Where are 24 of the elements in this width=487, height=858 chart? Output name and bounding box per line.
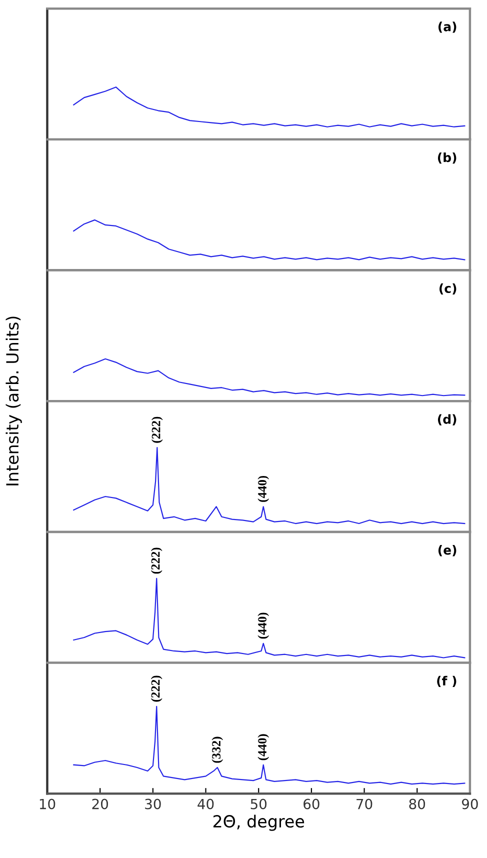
x-axis-title: 2Θ, degree <box>213 814 304 831</box>
chart-title: (d) <box>438 414 456 426</box>
annotation: (222) <box>150 676 162 702</box>
annotation: (222) <box>151 416 163 443</box>
chart-title: (b) <box>438 152 456 164</box>
x-tick-label: 30 <box>145 798 161 810</box>
annotation: (440) <box>258 476 270 502</box>
x-tick-label: 90 <box>462 798 478 810</box>
annotation: (222) <box>150 548 162 574</box>
chart-title: (f ) <box>437 676 456 688</box>
annotation: (440) <box>258 734 270 760</box>
x-tick-label: 70 <box>356 798 372 810</box>
y-axis-title: Intensity (arb. Units) <box>6 316 22 486</box>
x-tick-label: 60 <box>304 798 320 810</box>
chart-title: (e) <box>438 545 456 556</box>
annotation: (440) <box>258 612 270 639</box>
x-tick-label: 50 <box>250 798 267 810</box>
x-tick-label: 80 <box>409 798 426 810</box>
chart-title: (a) <box>438 22 456 33</box>
x-tick-label: 40 <box>198 798 214 810</box>
x-tick-label: 20 <box>92 798 108 810</box>
chart-title: (c) <box>440 283 456 294</box>
annotation: (332) <box>212 736 224 763</box>
x-tick-label: 10 <box>40 798 56 810</box>
